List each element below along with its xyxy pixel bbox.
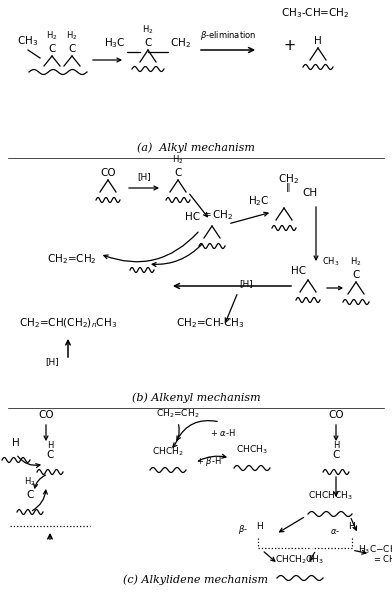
Text: C: C	[144, 38, 152, 48]
Text: C: C	[26, 490, 34, 500]
Text: CH$_2$=CH$_2$: CH$_2$=CH$_2$	[47, 252, 97, 266]
Text: H$_2$C: H$_2$C	[249, 194, 270, 208]
Text: H$_3$C: H$_3$C	[104, 36, 126, 50]
Text: [H]: [H]	[45, 357, 59, 366]
Text: + $\alpha$-H: + $\alpha$-H	[210, 427, 236, 438]
Text: CH$_2$: CH$_2$	[278, 172, 298, 186]
Text: [H]: [H]	[239, 280, 253, 289]
Text: H: H	[257, 522, 263, 531]
Text: H$_3$C$-$CH: H$_3$C$-$CH	[358, 544, 392, 556]
Text: CO: CO	[328, 410, 344, 420]
Text: HC: HC	[291, 266, 306, 276]
Text: H$_2$: H$_2$	[350, 256, 362, 268]
Text: CHCH$_2$: CHCH$_2$	[152, 445, 184, 458]
Text: C: C	[352, 270, 360, 280]
Text: CHCHCH$_3$: CHCHCH$_3$	[308, 490, 352, 502]
Text: H$_2$: H$_2$	[66, 29, 78, 42]
Text: H$_2$: H$_2$	[172, 154, 184, 166]
Text: H$_2$: H$_2$	[46, 29, 58, 42]
Text: CH$_3$-CH=CH$_2$: CH$_3$-CH=CH$_2$	[281, 6, 349, 20]
Text: HC: HC	[185, 212, 200, 222]
Text: CHCH$_3$: CHCH$_3$	[236, 443, 268, 456]
Text: + $\beta$-H: + $\beta$-H	[196, 455, 221, 468]
Text: $\alpha$-: $\alpha$-	[330, 527, 340, 536]
Text: H$_2$: H$_2$	[142, 23, 154, 36]
Text: +: +	[284, 38, 296, 53]
Text: C: C	[46, 450, 54, 460]
Text: $=$CH$_2$: $=$CH$_2$	[372, 553, 392, 566]
Text: CH$_2$=CH$_2$: CH$_2$=CH$_2$	[156, 407, 200, 420]
Text: H$_2$: H$_2$	[24, 475, 36, 488]
Text: CH$_3$: CH$_3$	[17, 34, 38, 48]
Text: (a)  Alkyl mechanism: (a) Alkyl mechanism	[137, 143, 255, 153]
Text: H: H	[314, 36, 322, 46]
Text: CH$_2$=CH(CH$_2$)$_n$CH$_3$: CH$_2$=CH(CH$_2$)$_n$CH$_3$	[19, 316, 117, 330]
Text: [H]: [H]	[137, 172, 151, 181]
Text: $\beta$-elimination: $\beta$-elimination	[200, 29, 256, 42]
Text: H: H	[333, 441, 339, 450]
Text: CHCH$_2$CH$_3$: CHCH$_2$CH$_3$	[276, 553, 325, 566]
Text: CH$_2$: CH$_2$	[170, 36, 191, 50]
Text: H: H	[348, 522, 356, 531]
Text: H: H	[47, 441, 53, 450]
Text: C: C	[332, 450, 340, 460]
Text: CO: CO	[100, 168, 116, 178]
Text: $\mathregular{=}$CH$_2$: $\mathregular{=}$CH$_2$	[200, 208, 234, 222]
Text: H: H	[12, 438, 20, 448]
Text: CH: CH	[303, 188, 318, 198]
Text: (b) Alkenyl mechanism: (b) Alkenyl mechanism	[132, 393, 260, 403]
Text: CO: CO	[38, 410, 54, 420]
Text: C: C	[174, 168, 181, 178]
Text: C: C	[48, 44, 56, 54]
Text: CH$_3$: CH$_3$	[322, 256, 339, 268]
Text: CH$_2$=CH-CH$_3$: CH$_2$=CH-CH$_3$	[176, 316, 244, 330]
Text: (c) Alkylidene mechanism: (c) Alkylidene mechanism	[123, 575, 269, 585]
Text: C: C	[68, 44, 76, 54]
Text: $\|$: $\|$	[285, 181, 291, 194]
Text: $\beta$-: $\beta$-	[238, 523, 248, 536]
